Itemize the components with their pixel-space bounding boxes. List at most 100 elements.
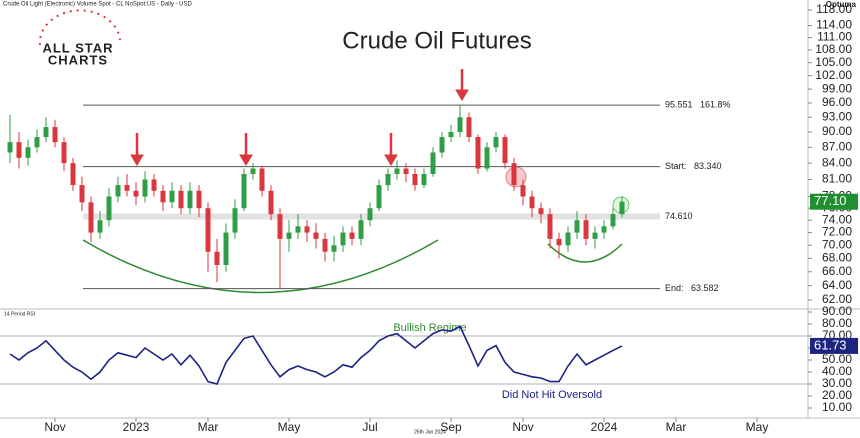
candle-body bbox=[259, 168, 265, 191]
y-tick-label: 118.00 bbox=[816, 2, 852, 16]
logo-text: CHARTS bbox=[48, 52, 108, 67]
x-tick-label: May bbox=[278, 420, 301, 434]
y-tick-label: 99.00 bbox=[822, 81, 852, 95]
y-tick-label: 66.00 bbox=[822, 264, 852, 278]
candle-body bbox=[52, 127, 58, 143]
y-tick-label: 70.00 bbox=[822, 237, 852, 251]
level-label: 95.551 161.8% bbox=[665, 99, 731, 109]
candle-body bbox=[214, 251, 220, 265]
candle-body bbox=[232, 208, 238, 233]
candle-body bbox=[331, 245, 337, 252]
candle-body bbox=[43, 127, 49, 138]
chart-title: Crude Oil Futures bbox=[342, 27, 531, 54]
candle-body bbox=[169, 190, 175, 203]
candle-body bbox=[196, 190, 202, 209]
level-label: Start: 83.340 bbox=[665, 161, 722, 171]
y-tick-label: 68.00 bbox=[822, 250, 852, 264]
candle-body bbox=[277, 214, 283, 239]
candle-body bbox=[160, 190, 166, 203]
y-tick-label: 40.00 bbox=[822, 364, 852, 378]
candle-body bbox=[601, 226, 607, 233]
level-label: 74.610 bbox=[665, 211, 693, 221]
candle-body bbox=[7, 142, 13, 153]
y-tick-label: 10.00 bbox=[822, 400, 852, 414]
candle-body bbox=[133, 190, 139, 197]
candle-body bbox=[592, 232, 598, 239]
candle-body bbox=[16, 142, 22, 158]
x-tick-label: Mar bbox=[666, 420, 687, 434]
candle-body bbox=[151, 179, 157, 191]
candle-body bbox=[385, 173, 391, 186]
y-tick-label: 62.00 bbox=[822, 292, 852, 306]
candle-body bbox=[511, 163, 517, 186]
candle-body bbox=[70, 163, 76, 186]
rsi-title: 14 Period RSI bbox=[4, 311, 35, 317]
candle-body bbox=[448, 132, 454, 138]
y-tick-label: 111.00 bbox=[817, 30, 852, 44]
y-tick-label: 90.00 bbox=[822, 304, 852, 318]
candle-body bbox=[547, 214, 553, 239]
candle-body bbox=[538, 208, 544, 215]
candle-body bbox=[475, 137, 481, 169]
y-tick-label: 108.00 bbox=[815, 42, 852, 56]
y-tick-label: 105.00 bbox=[815, 55, 852, 69]
candle-body bbox=[565, 232, 571, 246]
x-tick-label: 2023 bbox=[123, 420, 150, 434]
candle-body bbox=[484, 147, 490, 169]
candle-body bbox=[349, 232, 355, 239]
y-tick-label: 80.00 bbox=[822, 316, 852, 330]
rsi-line bbox=[9, 325, 623, 385]
candle-body bbox=[61, 142, 67, 164]
y-tick-label: 64.00 bbox=[822, 278, 852, 292]
candle-body bbox=[403, 168, 409, 174]
candle-body bbox=[115, 185, 121, 197]
y-tick-label: 84.00 bbox=[822, 155, 852, 169]
candle-body bbox=[295, 226, 301, 233]
candle-body bbox=[412, 173, 418, 186]
arrow-head bbox=[384, 154, 398, 166]
footer: 26th Jan 2024 bbox=[414, 429, 446, 435]
y-tick-label: 90.00 bbox=[822, 124, 852, 138]
candle-body bbox=[367, 208, 373, 221]
candle-body bbox=[178, 190, 184, 209]
subtitle: Crude Oil Light (Electronic) Volume Spot… bbox=[3, 2, 193, 8]
x-tick-label: Sep bbox=[440, 420, 462, 434]
x-tick-label: Nov bbox=[44, 420, 65, 434]
arc bbox=[547, 243, 623, 263]
candle-body bbox=[520, 185, 526, 197]
y-tick-label: 81.00 bbox=[822, 172, 852, 186]
candle-body bbox=[466, 117, 472, 138]
candle-body bbox=[268, 190, 274, 215]
candle-body bbox=[457, 117, 463, 133]
candle-body bbox=[205, 208, 211, 252]
y-tick-label: 72.00 bbox=[822, 225, 852, 239]
candle-body bbox=[439, 137, 445, 153]
y-tick-label: 102.00 bbox=[815, 68, 852, 82]
level-label: End: 63.582 bbox=[665, 283, 719, 293]
rsi-annotation: Did Not Hit Oversold bbox=[502, 389, 602, 401]
candle-body bbox=[286, 232, 292, 239]
price-badge bbox=[810, 193, 858, 210]
candle-body bbox=[250, 168, 256, 174]
x-tick-label: Mar bbox=[198, 420, 219, 434]
candle-body bbox=[430, 152, 436, 174]
candle-body bbox=[610, 214, 616, 227]
candle-body bbox=[583, 220, 589, 239]
candle-body bbox=[619, 201, 625, 215]
x-tick-label: Nov bbox=[512, 420, 533, 434]
candle-body bbox=[556, 238, 562, 246]
candle-body bbox=[88, 202, 94, 233]
logo-text: ALL STAR bbox=[42, 40, 113, 55]
logo-stars bbox=[38, 9, 121, 46]
candle-body bbox=[529, 196, 535, 209]
price-badge-label: 77.10 bbox=[814, 193, 847, 208]
candle-body bbox=[358, 220, 364, 239]
x-tick-label: May bbox=[746, 420, 769, 434]
candle-body bbox=[223, 232, 229, 265]
candle-body bbox=[34, 137, 40, 148]
candle-body bbox=[187, 190, 193, 209]
arrow-head bbox=[130, 154, 144, 166]
arrow-head bbox=[239, 154, 253, 166]
y-tick-label: 30.00 bbox=[822, 376, 852, 390]
